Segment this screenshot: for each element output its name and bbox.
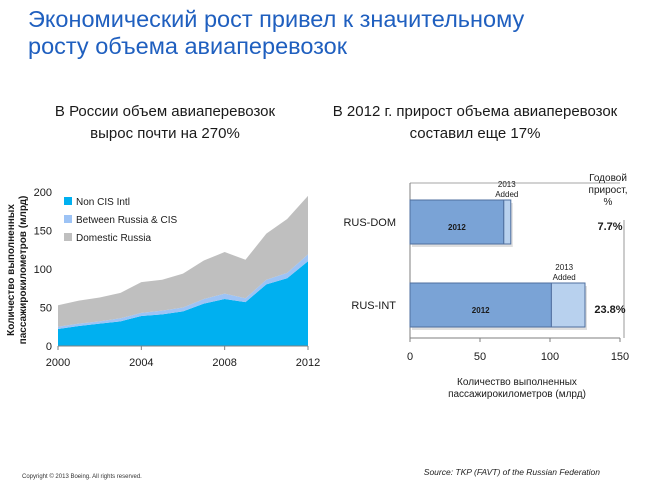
- bar-segment-label-2012: 2012: [448, 223, 466, 232]
- bar-x-axis-label: Количество выполненных пассажирокилометро…: [448, 377, 586, 400]
- area-y-axis-label-line: пассажирокилометров (млрд): [18, 196, 29, 345]
- bar-x-axis-label-line: Количество выполненных: [457, 377, 577, 388]
- bar-x-tick-label: 0: [407, 351, 413, 363]
- right-chart-subtitle: В 2012 г. прирост объема авиаперевозок с…: [310, 101, 640, 145]
- bar-x-tick-label: 150: [611, 351, 629, 363]
- area-x-tick-label: 2012: [296, 357, 320, 369]
- legend-label-between-russia-cis: Between Russia & CIS: [76, 215, 177, 226]
- area-x-tick-label: 2004: [129, 357, 153, 369]
- bar-segment-label-2012: 2012: [472, 306, 490, 315]
- added-label-line: Added: [495, 190, 518, 199]
- growth-header: Годовой прирост,%: [589, 173, 628, 208]
- legend-swatch-non-cis-intl: [64, 197, 72, 205]
- bar-rus-dom-2013-added: [503, 199, 512, 245]
- bar-x-axis-label-line: пассажирокилометров (млрд): [448, 389, 586, 400]
- area-y-tick-label: 100: [34, 264, 52, 276]
- bar-segment-label-2013-added: 2013 Added: [553, 263, 576, 282]
- growth-value: 23.8%: [594, 304, 625, 316]
- left-chart-subtitle: В России объем авиаперевозок вырос почти…: [20, 101, 310, 145]
- left-subtitle-line-1: В России объем авиаперевозок: [54, 103, 276, 120]
- legend-label-domestic-russia: Domestic Russia: [76, 233, 151, 244]
- bar-rus-dom-2012: [409, 199, 505, 245]
- bar-category-label: RUS-DOM: [343, 217, 396, 229]
- bar-x-tick-label: 100: [541, 351, 559, 363]
- area-y-tick-label: 50: [40, 303, 52, 315]
- growth-header-line: прирост,: [589, 185, 628, 196]
- area-y-tick-label: 150: [34, 226, 52, 238]
- bar-rus-int-2012: [409, 282, 552, 328]
- copyright-text: Copyright © 2013 Boeing. All rights rese…: [22, 474, 142, 480]
- legend-label-non-cis-intl: Non CIS Intl: [76, 197, 130, 208]
- area-y-tick-label: 0: [46, 341, 52, 353]
- area-y-axis-label-line: Количество выполненных: [6, 204, 17, 336]
- legend-swatch-between-russia-cis: [64, 215, 72, 223]
- bar-category-label: RUS-INT: [351, 300, 396, 312]
- bar-x-tick-label: 50: [474, 351, 486, 363]
- area-y-tick-label: 200: [34, 187, 52, 199]
- bar-segment-label-2013-added: 2013 Added: [495, 180, 518, 199]
- added-label-line: 2013: [555, 263, 573, 272]
- added-label-line: 2013: [498, 180, 516, 189]
- right-subtitle-line-2: составил еще 17%: [409, 125, 541, 142]
- area-series-non-cis-intl: [58, 261, 308, 346]
- slide-title: Экономический рост привел к значительном…: [28, 6, 628, 60]
- legend-swatch-domestic-russia: [64, 233, 72, 241]
- slide-title-line-2: росту объема авиаперевозок: [28, 33, 348, 59]
- area-x-tick-label: 2008: [212, 357, 236, 369]
- area-x-tick-label: 2000: [46, 357, 70, 369]
- growth-header-line: %: [604, 197, 613, 208]
- growth-value: 7.7%: [597, 221, 622, 233]
- area-series-domestic-russia: [58, 195, 308, 327]
- growth-header-line: Годовой: [589, 173, 627, 184]
- right-subtitle-line-1: В 2012 г. прирост объема авиаперевозок: [332, 103, 618, 120]
- left-subtitle-line-2: вырос почти на 270%: [90, 125, 240, 142]
- area-y-axis-label: Количество выполненныхпассажирокилометро…: [6, 196, 29, 345]
- source-text: Source: TKP (FAVT) of the Russian Federa…: [423, 467, 600, 477]
- bar-rus-int-2013-added: [550, 282, 586, 328]
- added-label-line: Added: [553, 273, 576, 282]
- slide-title-line-1: Экономический рост привел к значительном…: [28, 6, 525, 32]
